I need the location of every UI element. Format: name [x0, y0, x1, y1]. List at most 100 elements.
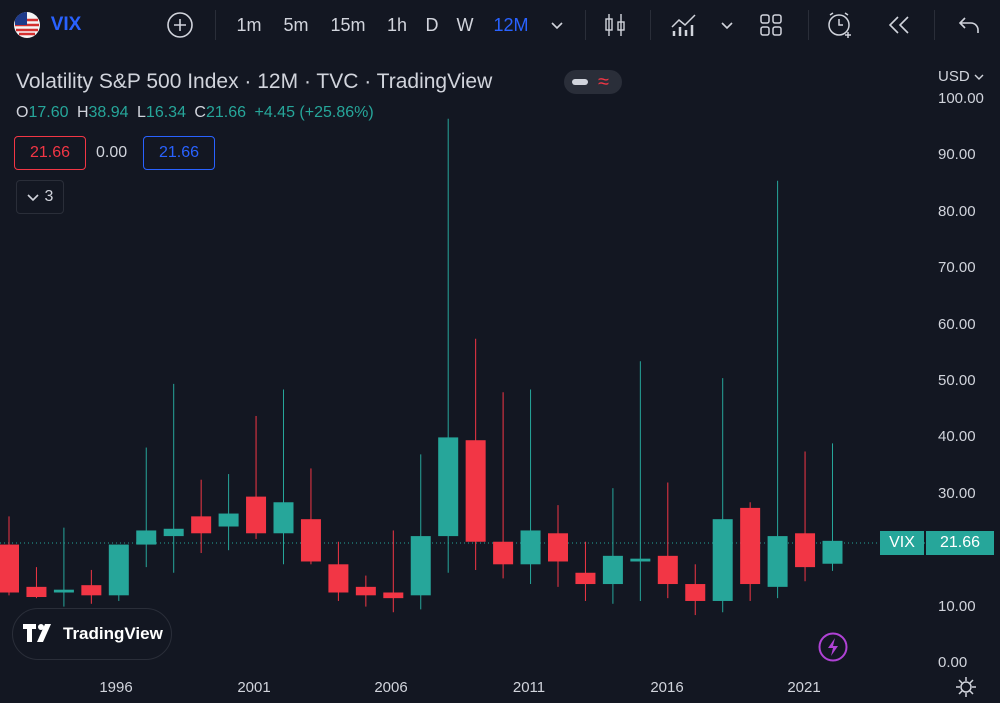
- sell-button[interactable]: 21.66: [14, 136, 86, 170]
- time-tick-label: 2016: [650, 679, 684, 696]
- candle-body[interactable]: [767, 536, 788, 587]
- candle-body[interactable]: [685, 584, 706, 601]
- candle-body[interactable]: [163, 528, 184, 537]
- candle-body[interactable]: [246, 496, 267, 534]
- time-tick-label: 2001: [237, 679, 271, 696]
- settings-icon[interactable]: [955, 676, 977, 703]
- interval-15m[interactable]: 15m: [330, 14, 366, 35]
- candle-body[interactable]: [355, 586, 376, 596]
- interval-1m[interactable]: 1m: [236, 14, 262, 35]
- candle-body[interactable]: [81, 585, 102, 596]
- candle-body[interactable]: [657, 555, 678, 585]
- chart-pane[interactable]: [0, 56, 1000, 699]
- time-tick-label: 2011: [512, 679, 546, 696]
- candle-body[interactable]: [273, 502, 294, 534]
- candle-body[interactable]: [712, 519, 733, 601]
- flag-icon: [12, 0, 42, 50]
- open-value: 17.60: [28, 104, 69, 121]
- symbol-search-button[interactable]: VIX: [50, 14, 82, 35]
- candle-body[interactable]: [328, 564, 349, 593]
- candle-body[interactable]: [740, 507, 761, 585]
- open-label: O: [16, 104, 29, 121]
- candle-body[interactable]: [575, 572, 596, 585]
- candle-body[interactable]: [602, 555, 623, 585]
- low-label: L: [137, 104, 146, 121]
- buy-button[interactable]: 21.66: [143, 136, 215, 170]
- chevron-down-icon[interactable]: [716, 0, 738, 50]
- replay-icon[interactable]: [882, 0, 916, 50]
- high-value: 38.94: [88, 104, 129, 121]
- price-tick-label: 10.00: [938, 597, 976, 615]
- high-label: H: [76, 104, 89, 121]
- close-value: 21.66: [205, 104, 247, 121]
- dash-icon: [572, 79, 588, 85]
- candle-body[interactable]: [630, 558, 651, 562]
- candles-icon[interactable]: [600, 0, 630, 50]
- price-tick-label: 50.00: [938, 372, 976, 389]
- candle-body[interactable]: [0, 544, 19, 593]
- add-symbol-icon[interactable]: [164, 0, 196, 50]
- price-tick-label: 80.00: [938, 202, 976, 220]
- chevron-down-icon: [26, 194, 39, 202]
- change-value: +4.45 (+25.86%): [254, 104, 374, 121]
- candle-body[interactable]: [53, 589, 74, 593]
- divider: [650, 10, 651, 40]
- price-tick-label: 40.00: [938, 428, 976, 446]
- currency-selector[interactable]: USD: [938, 68, 984, 85]
- price-tick-label: 30.00: [938, 484, 976, 502]
- tv-logo-icon: [23, 624, 51, 642]
- candle-body[interactable]: [795, 533, 816, 568]
- price-tick-label: 60.00: [938, 315, 976, 333]
- logo-text: TradingView: [63, 624, 163, 643]
- candle-body[interactable]: [136, 530, 157, 545]
- interval-1h[interactable]: 1h: [386, 14, 408, 35]
- chart-title[interactable]: Volatility S&P 500 Index · 12M · TVC · T…: [16, 70, 493, 93]
- ohlc-values: O17.60 H38.94 L16.34 C21.66 +4.45 (+25.8…: [16, 104, 374, 122]
- legend-toggle[interactable]: ≈: [564, 70, 622, 94]
- indicators-collapse-button[interactable]: 3: [16, 180, 64, 214]
- candle-body[interactable]: [218, 513, 239, 527]
- price-tick-label: 70.00: [938, 259, 976, 277]
- approx-icon: ≈: [598, 71, 609, 93]
- lightning-icon[interactable]: [818, 632, 848, 667]
- chevron-down-icon: [974, 74, 984, 80]
- chevron-down-icon[interactable]: [545, 0, 569, 50]
- candle-body[interactable]: [548, 533, 568, 562]
- candle-body[interactable]: [108, 544, 129, 596]
- time-tick-label: 1996: [99, 679, 133, 696]
- candle-body[interactable]: [383, 592, 404, 599]
- candle-body[interactable]: [191, 516, 212, 534]
- indicators-icon[interactable]: [666, 0, 702, 50]
- spread-value: 0.00: [96, 144, 128, 161]
- candle-body[interactable]: [300, 519, 321, 562]
- candle-body[interactable]: [493, 541, 514, 565]
- symbol-price-tag: VIX: [880, 531, 924, 555]
- candle-body[interactable]: [438, 437, 459, 537]
- divider: [585, 10, 586, 40]
- price-tick-label: 100.00: [938, 90, 984, 107]
- tradingview-logo[interactable]: TradingView: [12, 608, 172, 660]
- candle-body[interactable]: [26, 586, 47, 598]
- indicators-count: 3: [44, 188, 54, 205]
- interval-w[interactable]: W: [456, 14, 474, 35]
- interval-12m[interactable]: 12M: [493, 14, 529, 35]
- divider: [934, 10, 935, 40]
- layout-icon[interactable]: [754, 0, 788, 50]
- candle-body[interactable]: [465, 440, 486, 542]
- undo-icon[interactable]: [952, 0, 986, 50]
- interval-5m[interactable]: 5m: [283, 14, 309, 35]
- candle-body[interactable]: [410, 536, 431, 596]
- currency-label: USD: [938, 68, 970, 85]
- alert-icon[interactable]: [822, 0, 858, 50]
- candle-body[interactable]: [822, 540, 843, 564]
- time-tick-label: 2006: [374, 679, 408, 696]
- candle-body[interactable]: [520, 530, 541, 565]
- low-value: 16.34: [145, 104, 186, 121]
- last-price-tag: 21.66: [926, 531, 994, 555]
- divider: [808, 10, 809, 40]
- divider: [215, 10, 216, 40]
- close-label: C: [194, 104, 206, 121]
- top-toolbar: VIX 1m 5m 15m 1h D W 12M: [0, 0, 1000, 50]
- interval-d[interactable]: D: [425, 14, 439, 35]
